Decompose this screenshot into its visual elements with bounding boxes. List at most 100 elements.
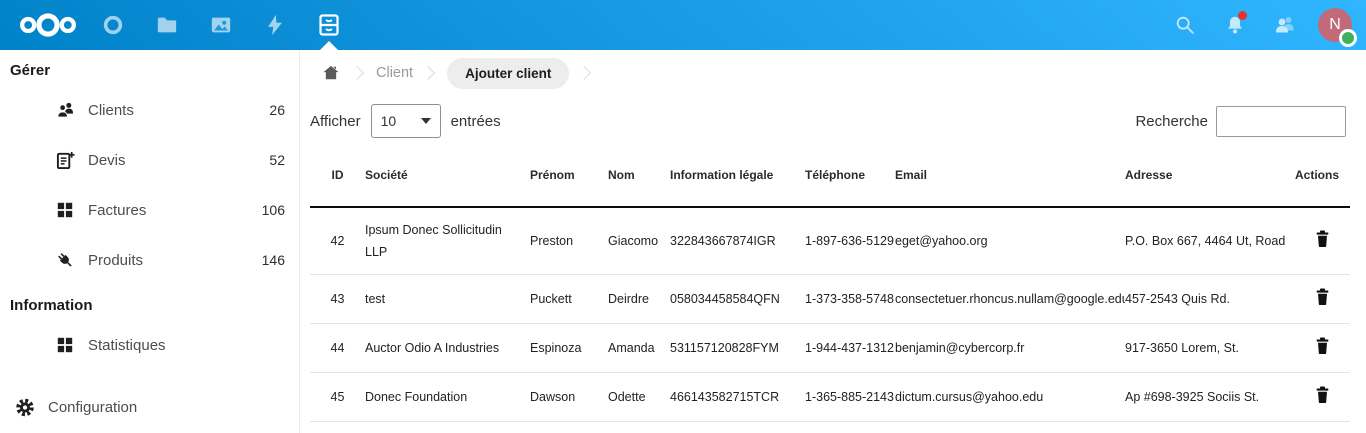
col-header-actions[interactable]: Actions	[1295, 145, 1350, 208]
col-header-adresse[interactable]: Adresse	[1125, 145, 1295, 208]
breadcrumb-separator	[421, 65, 436, 81]
notifications-button[interactable]	[1210, 0, 1260, 50]
col-header-prenom[interactable]: Prénom	[530, 145, 608, 208]
page-size-value: 10	[380, 113, 397, 129]
table-controls: Afficher 10 entrées Recherche	[310, 104, 1346, 138]
cell-actions	[1295, 421, 1350, 433]
user-avatar[interactable]: N	[1318, 8, 1357, 47]
cell-societe: Dolor Vitae Dolor	[365, 421, 530, 433]
table-row: 44 Auctor Odio A Industries Espinoza Ama…	[310, 323, 1350, 373]
col-header-id[interactable]: ID	[310, 145, 365, 208]
gear-icon	[15, 397, 35, 417]
cell-information-legale: 058034458584QFN	[670, 274, 805, 324]
delete-row-button[interactable]	[1311, 384, 1334, 408]
cell-information-legale: 531157120828FYM	[670, 323, 805, 373]
home-breadcrumb-button[interactable]	[320, 62, 342, 84]
search-input[interactable]	[1216, 105, 1346, 137]
sidebar-item-statistiques[interactable]: Statistiques	[0, 320, 299, 370]
cell-adresse: 917-3650 Lorem, St.	[1125, 323, 1295, 373]
col-header-nom[interactable]: Nom	[608, 145, 670, 208]
cell-adresse: 457-2543 Quis Rd.	[1125, 274, 1295, 324]
show-label: Afficher	[310, 112, 361, 130]
cell-actions	[1295, 274, 1350, 324]
app-files[interactable]	[140, 0, 194, 50]
cell-actions	[1295, 207, 1350, 275]
sidebar-item-label: Statistiques	[88, 336, 166, 354]
trash-icon	[1316, 230, 1329, 247]
sidebar-item-label: Produits	[88, 251, 144, 269]
sidebar-item-configuration[interactable]: Configuration	[15, 385, 137, 429]
plug-icon	[55, 250, 75, 270]
clients-table: ID Société Prénom Nom Information légale…	[310, 145, 1350, 433]
cell-id: 43	[310, 274, 365, 324]
col-header-email[interactable]: Email	[895, 145, 1125, 208]
cell-societe: Auctor Odio A Industries	[365, 323, 530, 373]
delete-row-button[interactable]	[1311, 286, 1334, 310]
col-header-telephone[interactable]: Téléphone	[805, 145, 895, 208]
cell-adresse: P.O. Box 667, 4464 Ut, Road	[1125, 207, 1295, 275]
nextcloud-logo-icon	[20, 13, 76, 37]
cabinet-icon	[319, 14, 339, 36]
image-icon	[211, 17, 231, 33]
trash-icon	[1316, 288, 1329, 305]
cell-nom: Odette	[608, 372, 670, 422]
folder-icon	[157, 17, 177, 33]
col-header-societe[interactable]: Société	[365, 145, 530, 208]
cell-nom: Justine	[608, 421, 670, 433]
table-header-row: ID Société Prénom Nom Information légale…	[310, 145, 1350, 208]
cell-telephone: 1-365-885-2143	[805, 372, 895, 422]
sidebar-item-factures[interactable]: Factures 106	[0, 185, 299, 235]
cell-adresse: Ap #820-507 Lorem Street	[1125, 421, 1295, 433]
sidebar-item-count: 106	[261, 202, 285, 218]
cell-actions	[1295, 372, 1350, 422]
page-size-select[interactable]: 10	[370, 104, 441, 138]
cell-information-legale: 466143582715TCR	[670, 372, 805, 422]
cell-societe: Ipsum Donec Sollicitudin LLP	[365, 207, 530, 275]
cell-societe: test	[365, 274, 530, 324]
lightning-icon	[268, 14, 282, 36]
cell-adresse: Ap #698-3925 Sociis St.	[1125, 372, 1295, 422]
delete-row-button[interactable]	[1311, 335, 1334, 359]
clients-table-wrap: ID Société Prénom Nom Information légale…	[310, 145, 1350, 433]
cell-telephone: (424) 534-2571	[805, 421, 895, 433]
col-header-information-legale[interactable]: Information légale	[670, 145, 805, 208]
caret-down-icon	[420, 118, 431, 124]
table-row: 46 Dolor Vitae Dolor Butler Justine 5268…	[310, 421, 1350, 433]
search-button[interactable]	[1160, 0, 1210, 50]
table-row: 42 Ipsum Donec Sollicitudin LLP Preston …	[310, 207, 1350, 275]
main-content: Client Ajouter client Afficher 10 entrée…	[300, 50, 1366, 433]
nextcloud-logo[interactable]	[16, 0, 80, 50]
add-client-button[interactable]: Ajouter client	[447, 57, 570, 89]
breadcrumb-client[interactable]: Client	[376, 65, 414, 81]
app-dashboard[interactable]	[86, 0, 140, 50]
top-header-bar: N	[0, 0, 1366, 50]
trash-icon	[1316, 337, 1329, 354]
home-icon	[323, 65, 339, 80]
sidebar-item-produits[interactable]: Produits 146	[0, 235, 299, 285]
sidebar-item-clients[interactable]: Clients 26	[0, 85, 299, 135]
grid-icon	[55, 200, 75, 220]
sidebar-item-devis[interactable]: Devis 52	[0, 135, 299, 185]
breadcrumb-separator	[577, 65, 592, 81]
cell-telephone: 1-944-437-1312	[805, 323, 895, 373]
cell-nom: Amanda	[608, 323, 670, 373]
contacts-icon	[1276, 17, 1294, 33]
sidebar-item-label: Configuration	[48, 398, 138, 416]
circle-icon	[103, 15, 123, 35]
cell-information-legale: 526822069123MHR	[670, 421, 805, 433]
cell-email: eget@yahoo.org	[895, 207, 1125, 275]
cell-nom: Giacomo	[608, 207, 670, 275]
search-icon	[1176, 16, 1194, 34]
sidebar-item-count: 146	[261, 252, 285, 268]
app-invoices-active[interactable]	[302, 0, 356, 50]
table-row: 45 Donec Foundation Dawson Odette 466143…	[310, 372, 1350, 422]
app-activity[interactable]	[248, 0, 302, 50]
table-row: 43 test Puckett Deirdre 058034458584QFN …	[310, 274, 1350, 324]
app-photos[interactable]	[194, 0, 248, 50]
cell-actions	[1295, 323, 1350, 373]
cell-prenom: Preston	[530, 207, 608, 275]
contacts-button[interactable]	[1260, 0, 1310, 50]
bell-icon	[1228, 16, 1242, 34]
delete-row-button[interactable]	[1311, 228, 1334, 252]
